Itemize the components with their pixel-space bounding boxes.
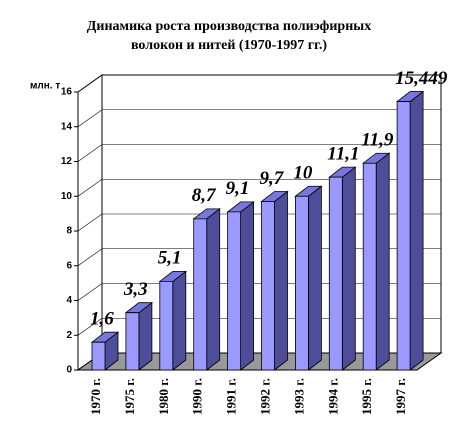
bar (362, 152, 391, 371)
bar (328, 166, 357, 371)
bar (192, 208, 221, 371)
bar-side (307, 185, 322, 371)
y-tick-label: 0 (66, 365, 72, 376)
bar (158, 270, 187, 371)
bar-side (375, 152, 390, 371)
bar (90, 331, 120, 371)
bar-front (294, 195, 309, 371)
bar (226, 201, 255, 371)
grid-line (77, 109, 441, 127)
x-tick-label: 1980 г. (156, 378, 171, 415)
x-tick-label: 1975 г. (122, 378, 137, 415)
value-label: 11,9 (361, 130, 394, 151)
grid-line (77, 283, 441, 301)
value-label: 10 (293, 163, 313, 184)
grid-line (77, 317, 441, 336)
x-tick-label: 1993 г. (291, 378, 306, 415)
grid-line (77, 178, 441, 197)
y-tick-label: 12 (61, 156, 73, 167)
bar-side (206, 208, 221, 371)
bar-front (227, 211, 242, 371)
y-tick-label: 2 (66, 330, 72, 341)
grid-line (77, 74, 441, 93)
x-tick-label: 1992 г. (257, 378, 272, 415)
value-label: 5,1 (158, 248, 182, 269)
bar (260, 190, 289, 371)
grid-line (77, 144, 441, 162)
bar-side (274, 190, 288, 371)
value-label: 11,1 (327, 143, 359, 164)
bar-side (341, 166, 356, 371)
grid-line (77, 213, 441, 232)
bar-front (396, 101, 411, 371)
bar-front (362, 162, 377, 371)
bar (294, 185, 323, 371)
bar-side (409, 90, 424, 371)
chart-title: Динамика роста производства полиэфирных (87, 19, 371, 34)
y-tick-label: 10 (61, 191, 73, 202)
bar-front (91, 341, 106, 371)
bar-front (261, 201, 275, 371)
x-tick-label: 1970 г. (88, 378, 103, 415)
bar-side (240, 201, 255, 371)
y-tick-label: 8 (66, 226, 72, 237)
bar-front (193, 218, 208, 371)
chart-title: волокон и нитей (1970-1997 гг.) (131, 38, 327, 53)
bar-side (172, 270, 187, 371)
bar (124, 301, 154, 371)
y-axis-label: млн. т (30, 81, 60, 92)
x-tick-label: 1994 г. (325, 378, 340, 415)
bar-front (125, 312, 140, 371)
bar (395, 90, 425, 371)
x-tick-label: 1991 г. (224, 378, 239, 415)
bar-front (159, 280, 174, 371)
value-label: 9,7 (260, 168, 285, 189)
x-tick-label: 1997 г. (393, 378, 408, 415)
value-label: 1,6 (90, 309, 114, 330)
value-label: 8,7 (192, 185, 217, 206)
y-tick-label: 4 (66, 295, 72, 306)
y-tick-label: 14 (61, 121, 73, 132)
bar-front (328, 176, 343, 371)
value-label: 9,1 (226, 178, 250, 199)
grid-line (77, 248, 441, 266)
x-tick-label: 1990 г. (190, 378, 205, 415)
y-tick-label: 16 (61, 87, 73, 98)
bar-side (138, 301, 153, 371)
value-label: 15,449 (395, 68, 448, 89)
y-tick-label: 6 (66, 260, 72, 271)
x-tick-label: 1995 г. (359, 378, 374, 415)
value-label: 3,3 (123, 279, 148, 300)
